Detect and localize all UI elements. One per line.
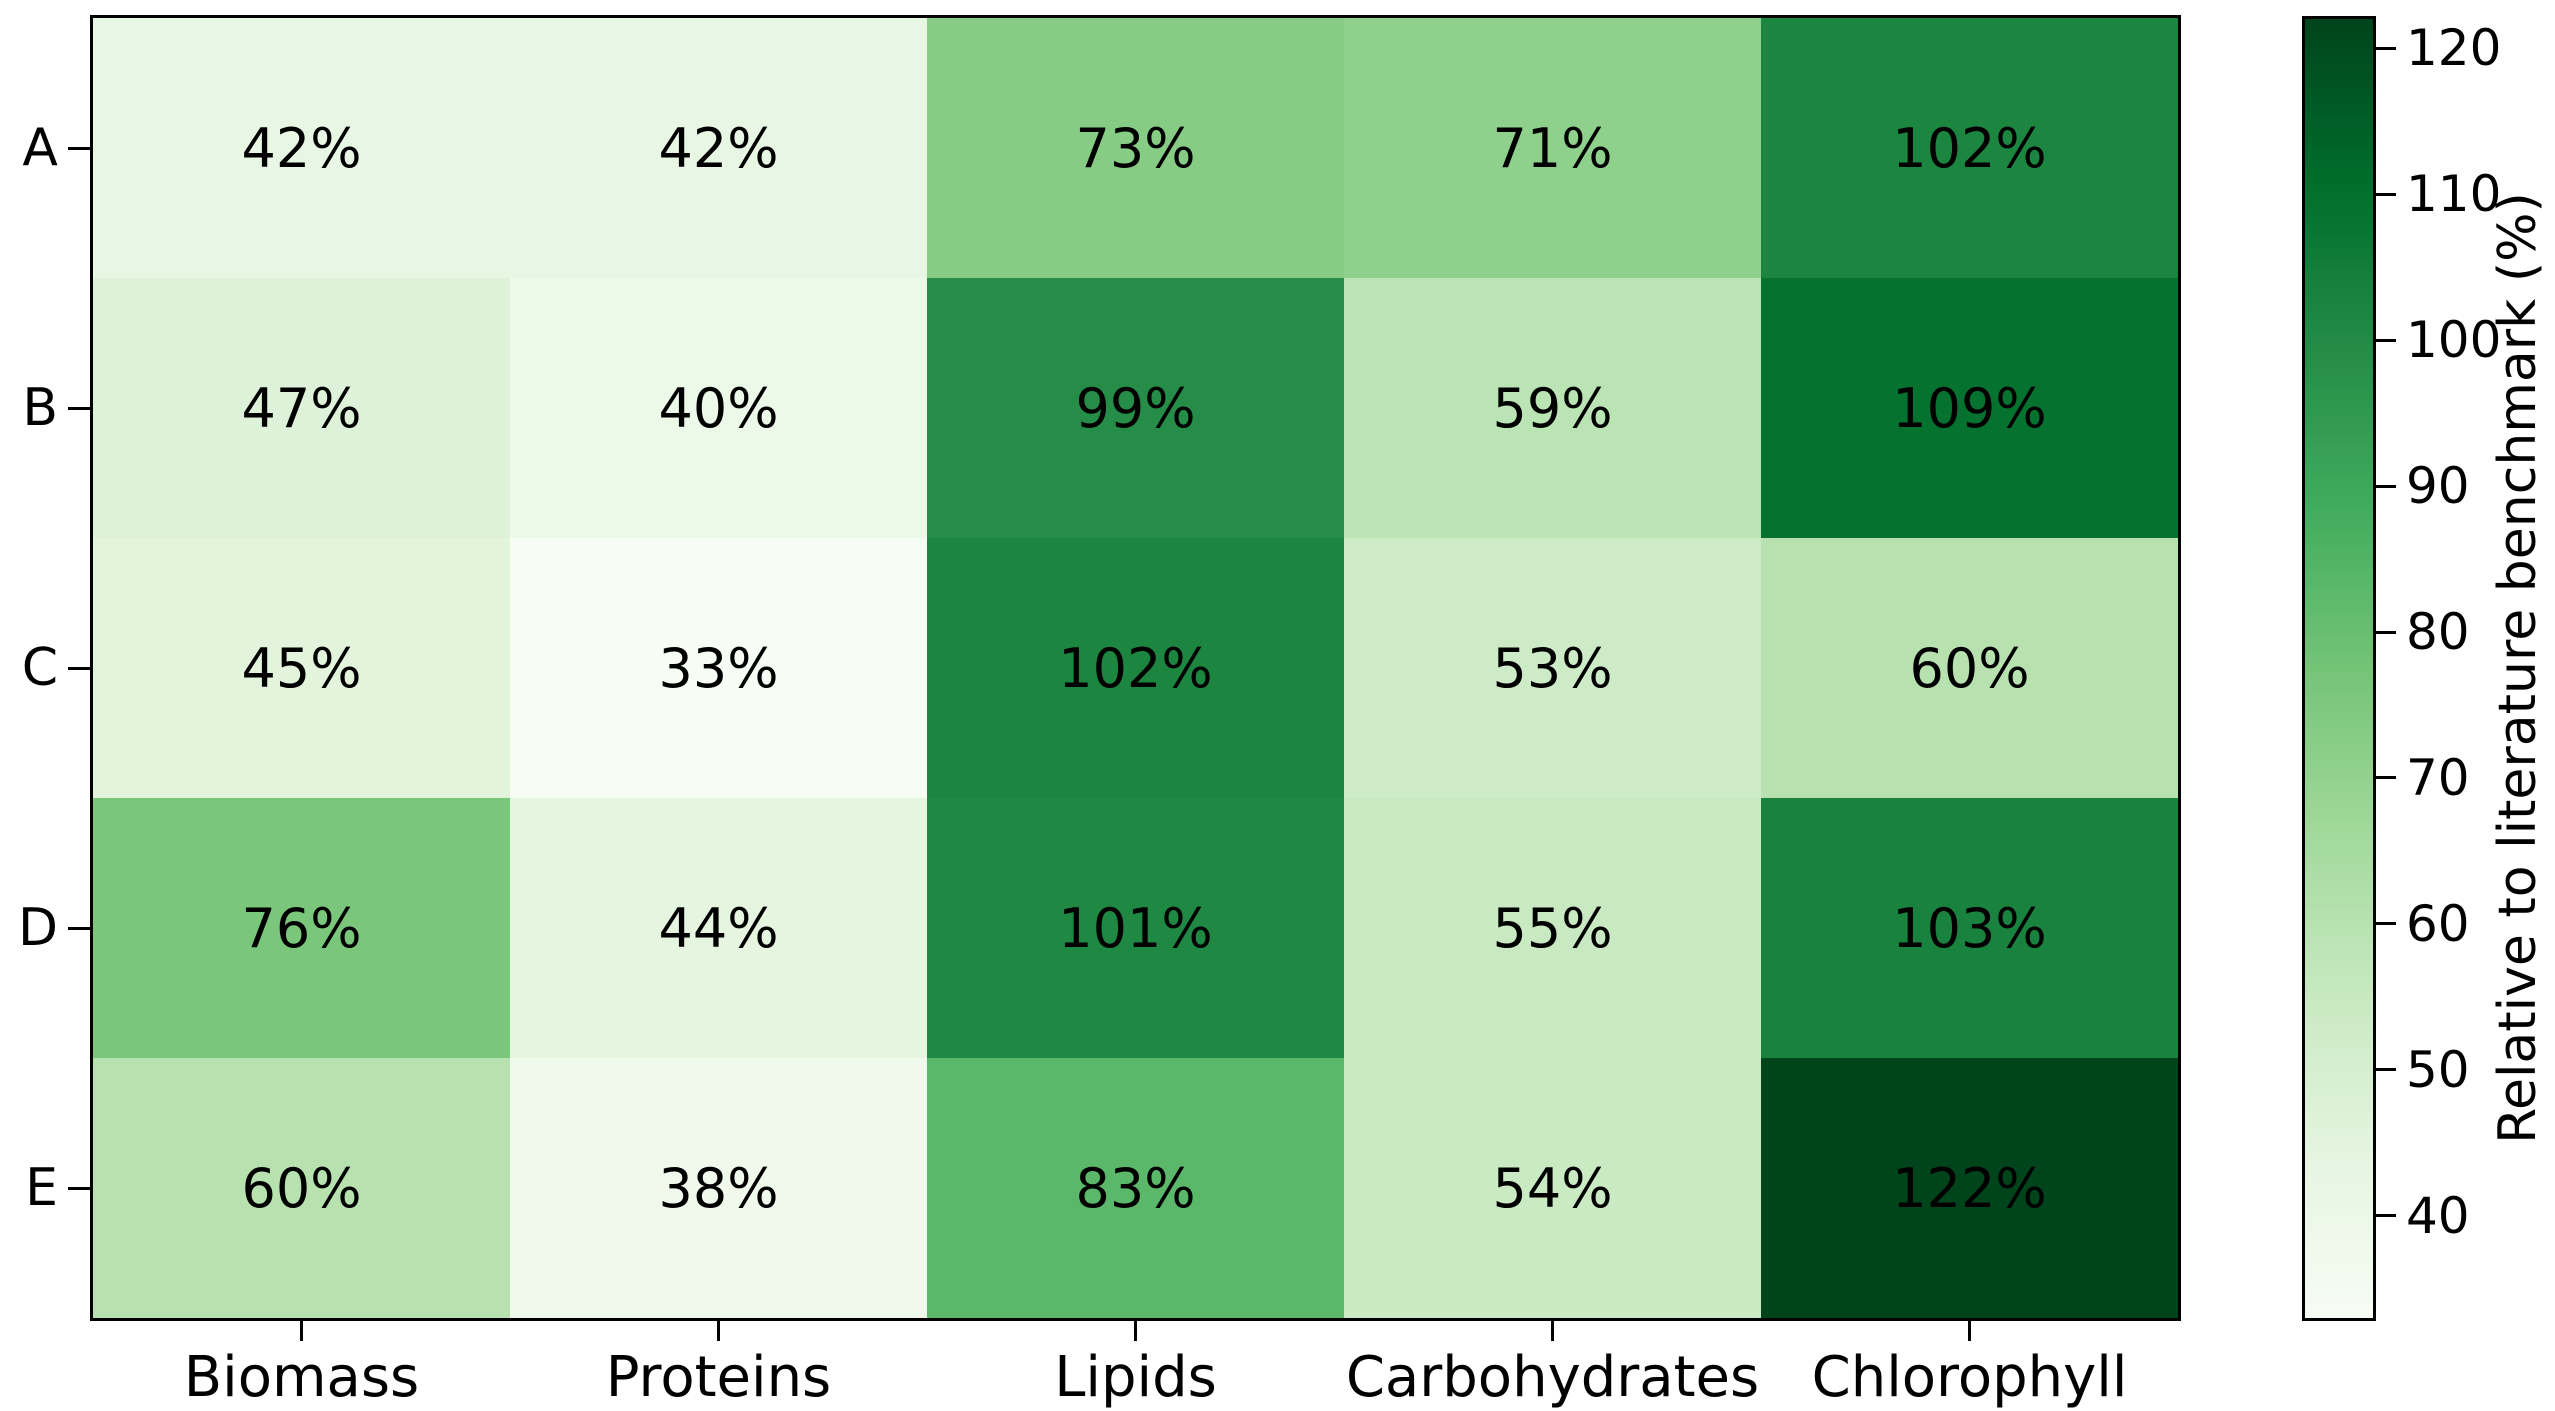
- heatmap-cell: 71%: [1344, 18, 1761, 278]
- x-tick-label: Lipids: [1054, 1345, 1217, 1410]
- heatmap-cell: 60%: [93, 1058, 510, 1318]
- x-tick-mark: [1968, 1321, 1971, 1341]
- colorbar-tick-mark: [2376, 1068, 2396, 1072]
- cell-value-annotation: 109%: [1892, 376, 2047, 440]
- cell-value-annotation: 59%: [1492, 376, 1613, 440]
- heatmap-cell: 109%: [1761, 278, 2178, 538]
- heatmap-cell: 76%: [93, 798, 510, 1058]
- y-tick-label: B: [22, 378, 58, 438]
- cell-value-annotation: 99%: [1075, 376, 1196, 440]
- cell-value-annotation: 76%: [241, 896, 362, 960]
- heatmap-cell: 53%: [1344, 538, 1761, 798]
- colorbar-tick-label: 40: [2406, 1186, 2470, 1245]
- cell-value-annotation: 45%: [241, 636, 362, 700]
- cell-value-annotation: 44%: [658, 896, 779, 960]
- cell-value-annotation: 103%: [1892, 896, 2047, 960]
- heatmap-cell: 99%: [927, 278, 1344, 538]
- heatmap-cell: 103%: [1761, 798, 2178, 1058]
- colorbar-tick-mark: [2376, 484, 2396, 488]
- heatmap-cell: 102%: [1761, 18, 2178, 278]
- heatmap-cell: 42%: [93, 18, 510, 278]
- heatmap-cell: 54%: [1344, 1058, 1761, 1318]
- colorbar-tick-label: 120: [2406, 19, 2502, 78]
- cell-value-annotation: 60%: [1909, 636, 2030, 700]
- cell-value-annotation: 54%: [1492, 1156, 1613, 1220]
- colorbar-tick-mark: [2376, 46, 2396, 50]
- colorbar-tick-label: 50: [2406, 1040, 2470, 1099]
- heatmap-grid: 42% 42% 73% 71% 102% 47% 40% 99% 59% 109% 45% 33% 10…: [90, 15, 2181, 1321]
- y-tick-mark: [68, 1186, 90, 1190]
- colorbar-axis-label: Relative to literature benchmark (%): [2488, 192, 2548, 1144]
- heatmap-cell: 83%: [927, 1058, 1344, 1318]
- colorbar-tick-label: 70: [2406, 748, 2470, 807]
- heatmap-cell: 101%: [927, 798, 1344, 1058]
- y-tick-label: D: [17, 898, 58, 958]
- colorbar-gradient: [2302, 16, 2376, 1321]
- colorbar-tick-label: 60: [2406, 894, 2470, 953]
- y-tick-mark: [68, 926, 90, 930]
- y-tick-label: C: [21, 638, 58, 698]
- x-tick-mark: [1134, 1321, 1137, 1341]
- cell-value-annotation: 122%: [1892, 1156, 2047, 1220]
- cell-value-annotation: 83%: [1075, 1156, 1196, 1220]
- x-tick-label: Biomass: [183, 1345, 420, 1410]
- colorbar-tick-label: 100: [2406, 311, 2502, 370]
- y-tick-mark: [68, 666, 90, 670]
- heatmap-cell: 45%: [93, 538, 510, 798]
- colorbar-tick-mark: [2376, 1214, 2396, 1218]
- colorbar-tick-mark: [2376, 192, 2396, 196]
- colorbar-tick-mark: [2376, 776, 2396, 780]
- heatmap-cell: 59%: [1344, 278, 1761, 538]
- heatmap-cell: 60%: [1761, 538, 2178, 798]
- cell-value-annotation: 102%: [1058, 636, 1213, 700]
- heatmap-cell: 55%: [1344, 798, 1761, 1058]
- heatmap-cell: 42%: [510, 18, 927, 278]
- cell-value-annotation: 53%: [1492, 636, 1613, 700]
- cell-value-annotation: 55%: [1492, 896, 1613, 960]
- colorbar-tick-label: 90: [2406, 457, 2470, 516]
- heatmap-cell: 40%: [510, 278, 927, 538]
- cell-value-annotation: 47%: [241, 376, 362, 440]
- cell-value-annotation: 71%: [1492, 116, 1613, 180]
- colorbar-tick-mark: [2376, 922, 2396, 926]
- cell-value-annotation: 102%: [1892, 116, 2047, 180]
- cell-value-annotation: 38%: [658, 1156, 779, 1220]
- cell-value-annotation: 60%: [241, 1156, 362, 1220]
- x-tick-mark: [300, 1321, 303, 1341]
- heatmap-cell: 73%: [927, 18, 1344, 278]
- heatmap-cell: 38%: [510, 1058, 927, 1318]
- heatmap-cell: 47%: [93, 278, 510, 538]
- x-tick-label: Chlorophyll: [1811, 1345, 2128, 1410]
- cell-value-annotation: 101%: [1058, 896, 1213, 960]
- colorbar-tick-mark: [2376, 338, 2396, 342]
- colorbar-tick-label: 110: [2406, 165, 2502, 224]
- y-tick-label: A: [22, 118, 58, 178]
- y-tick-label: E: [25, 1158, 58, 1218]
- heatmap-cell: 33%: [510, 538, 927, 798]
- cell-value-annotation: 40%: [658, 376, 779, 440]
- y-tick-mark: [68, 406, 90, 410]
- cell-value-annotation: 42%: [241, 116, 362, 180]
- cell-value-annotation: 33%: [658, 636, 779, 700]
- heatmap-cell: 122%: [1761, 1058, 2178, 1318]
- x-tick-mark: [717, 1321, 720, 1341]
- colorbar-tick-mark: [2376, 630, 2396, 634]
- x-tick-label: Proteins: [605, 1345, 832, 1410]
- y-tick-mark: [68, 146, 90, 150]
- heatmap-cell: 102%: [927, 538, 1344, 798]
- heatmap-cell: 44%: [510, 798, 927, 1058]
- x-tick-mark: [1551, 1321, 1554, 1341]
- cell-value-annotation: 73%: [1075, 116, 1196, 180]
- x-tick-label: Carbohydrates: [1345, 1345, 1760, 1410]
- cell-value-annotation: 42%: [658, 116, 779, 180]
- colorbar-tick-label: 80: [2406, 603, 2470, 661]
